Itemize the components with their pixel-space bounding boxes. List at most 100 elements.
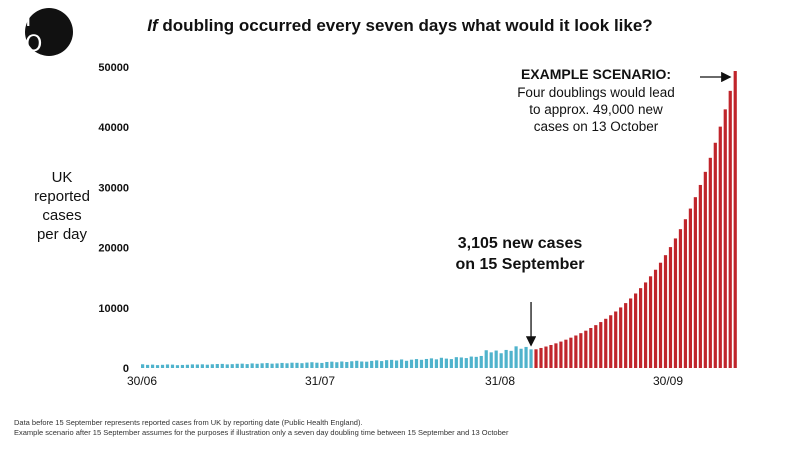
bar-reported — [285, 363, 289, 368]
bar-reported — [185, 364, 190, 368]
bar-reported — [524, 346, 528, 368]
bar-reported — [469, 356, 473, 368]
bar-scenario — [678, 229, 683, 368]
bar-scenario — [698, 184, 702, 368]
bar-scenario — [629, 298, 633, 368]
y-tick-label: 20000 — [98, 243, 129, 255]
bar-reported — [265, 363, 269, 368]
x-tick-label: 31/08 — [485, 374, 515, 388]
bar-reported — [449, 359, 453, 368]
bar-reported — [175, 365, 180, 368]
footnote-line-2: Example scenario after 15 September assu… — [14, 428, 509, 437]
bar-scenario — [614, 311, 618, 368]
y-tick-label: 10000 — [98, 303, 129, 315]
series-reported — [141, 346, 533, 368]
bar-scenario — [574, 335, 578, 368]
x-tick-label: 30/06 — [127, 374, 157, 388]
bar-reported — [459, 357, 463, 368]
bar-reported — [414, 359, 419, 368]
bar-reported — [225, 364, 229, 368]
bar-scenario — [733, 71, 737, 368]
bar-reported — [479, 355, 483, 368]
bar-reported — [215, 364, 219, 368]
bar-reported — [394, 360, 399, 368]
footnote-line-1: Data before 15 September represents repo… — [14, 418, 363, 427]
bar-scenario — [708, 157, 712, 368]
bar-reported — [200, 364, 204, 368]
annotation-scenario-text: Four doublings would lead to approx. 49,… — [517, 85, 675, 134]
bar-reported — [220, 363, 224, 368]
bar-reported — [335, 362, 339, 368]
bar-reported — [355, 360, 359, 368]
bar-reported — [275, 363, 279, 368]
bar-scenario — [609, 315, 613, 368]
bar-reported — [494, 350, 498, 368]
x-tick-label: 31/07 — [305, 374, 335, 388]
y-axis-label: UK reported cases per day — [34, 169, 90, 243]
x-tick-label: 30/09 — [653, 374, 683, 388]
bar-scenario — [549, 345, 553, 368]
bar-reported — [250, 363, 254, 368]
bar-reported — [310, 362, 314, 368]
y-tick-label: 30000 — [98, 182, 129, 194]
bar-reported — [235, 363, 239, 368]
bar-reported — [340, 361, 344, 368]
bar-reported — [210, 364, 214, 368]
bar-reported — [300, 363, 304, 368]
bar-scenario — [599, 322, 603, 368]
bar-scenario — [713, 142, 717, 368]
bar-reported — [454, 357, 458, 368]
bar-reported — [240, 363, 244, 368]
bar-reported — [320, 362, 324, 368]
bar-reported — [245, 364, 249, 368]
bar-reported — [165, 364, 170, 368]
bar-reported — [474, 356, 478, 368]
bar-reported — [399, 359, 404, 368]
bar-reported — [375, 360, 379, 368]
bar-scenario — [624, 303, 628, 368]
bar-reported — [370, 360, 374, 368]
bar-reported — [529, 349, 533, 368]
bar-scenario — [668, 247, 673, 368]
bar-reported — [155, 365, 160, 368]
chart-title-rest: doubling occurred every seven days what … — [157, 16, 653, 35]
footnote: Data before 15 September represents repo… — [14, 418, 794, 438]
bar-scenario — [544, 346, 548, 368]
bar-scenario — [594, 325, 598, 368]
bar-reported — [514, 346, 518, 368]
bar-scenario — [569, 337, 573, 368]
bar-reported — [345, 361, 349, 368]
bar-reported — [205, 364, 209, 368]
bar-reported — [439, 357, 443, 368]
bar-reported — [270, 363, 274, 368]
y-tick-label: 40000 — [98, 122, 129, 134]
bar-scenario — [703, 171, 707, 368]
bar-reported — [180, 364, 185, 368]
bar-scenario — [723, 109, 727, 369]
bar-reported — [489, 352, 493, 368]
bar-reported — [170, 364, 175, 368]
bar-scenario — [579, 333, 583, 368]
bar-scenario — [693, 197, 697, 368]
bar-reported — [380, 361, 384, 368]
y-tick-label: 50000 — [98, 62, 129, 74]
bar-reported — [195, 364, 199, 368]
bar-reported — [404, 360, 409, 368]
bar-reported — [484, 350, 488, 368]
bar-scenario — [589, 328, 593, 368]
bar-reported — [150, 364, 155, 368]
chart-title: If doubling occurred every seven days wh… — [0, 16, 800, 36]
bar-scenario — [718, 126, 722, 368]
bar-reported — [499, 353, 503, 368]
bar-reported — [325, 361, 329, 368]
bar-scenario — [673, 238, 678, 368]
bar-reported — [365, 361, 369, 368]
bar-reported — [429, 358, 434, 368]
bar-scenario — [648, 276, 653, 368]
bar-reported — [290, 362, 294, 368]
bar-reported — [434, 359, 439, 368]
bar-scenario — [559, 341, 563, 368]
annotation-15-september: 3,105 new cases on 15 September — [455, 235, 585, 273]
bar-reported — [424, 358, 429, 368]
